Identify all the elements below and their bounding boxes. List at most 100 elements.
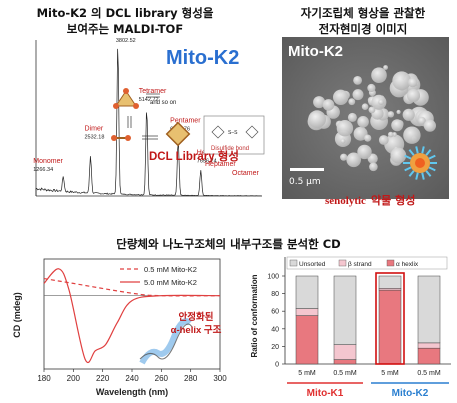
- nanoparticle: [308, 110, 326, 129]
- cd-series-5-0mM: [43, 268, 221, 364]
- bar-x-label: 5 mM: [381, 370, 399, 377]
- bar-segment-unsorted: [417, 275, 441, 344]
- peak-label-pentamer: Pentamer: [170, 118, 201, 125]
- legend-swatch-unsorted: [289, 259, 298, 267]
- nanoparticle-cluster: [307, 65, 436, 172]
- cartoon-ray: [421, 146, 425, 154]
- scale-bar-label: 0.5 μm: [289, 177, 321, 187]
- panel-c-caption: 단량체와 나노구조체의 내부구조를 분석한 CD: [116, 237, 341, 251]
- nanoparticle: [353, 76, 362, 85]
- nanoparticle: [391, 119, 404, 132]
- nanoparticle: [364, 134, 372, 142]
- cd-y-axis-label: CD (mdeg): [12, 292, 22, 338]
- bar-segment-unsorted: [378, 275, 402, 289]
- cd-legend-label-0: 0.5 mM Mito-K2: [144, 265, 197, 274]
- nanoparticle: [369, 162, 378, 172]
- nanoparticle: [352, 89, 364, 101]
- peak-mz-dimer: 2532.18: [85, 135, 105, 141]
- nanoparticle: [357, 116, 369, 128]
- cartoon-ray: [408, 149, 415, 156]
- bar-segment-unsorted: [295, 275, 319, 309]
- nanoparticle: [388, 131, 394, 138]
- peak-mz-tetramer: 5142.72: [139, 97, 159, 103]
- bar-segment-alpha: [295, 315, 319, 365]
- helix-annotation-line2: α-helix 구조: [171, 325, 222, 336]
- and-so-on-label: and so on: [150, 100, 176, 106]
- cartoon-ray: [428, 166, 436, 172]
- tem-image: Mito-K2 0.5 μm: [282, 37, 449, 199]
- helix-annotation-line1: 안정화된: [179, 311, 214, 323]
- cd-x-tick-label: 300: [213, 374, 227, 383]
- senolytic-banner: senolytic 약물 형성: [325, 189, 415, 208]
- cartoon-ray: [404, 166, 412, 172]
- cartoon-ray: [425, 170, 432, 177]
- cd-x-tick-label: 220: [96, 374, 110, 383]
- cd-legend: 0.5 mM Mito-K2 5.0 mM Mito-K2: [120, 265, 197, 287]
- nanoparticle: [346, 152, 361, 168]
- nanoparticle: [313, 96, 326, 109]
- peak-mz-monomer: 1266.34: [33, 167, 53, 173]
- peak-mz-trimer: 3802.52: [116, 38, 136, 44]
- bar-y-tick-label: 100: [267, 274, 279, 281]
- peak-label-octamer: Octamer: [232, 170, 260, 177]
- peak-label-heptamer: Heptamer: [205, 161, 236, 168]
- tetramer-cartoon: [165, 121, 191, 147]
- cartoon-ray: [408, 170, 415, 177]
- nanoparticle: [357, 144, 372, 160]
- nanoparticle: [378, 99, 384, 105]
- cartoon-ray: [425, 149, 432, 156]
- dcl-library-banner: DCL Library 형성: [149, 149, 239, 163]
- group-label-mito-k2: Mito-K2: [392, 388, 429, 399]
- peak-label-monomer: Monomer: [33, 158, 63, 165]
- disulfide-inset: S–S Disulfide bond: [203, 115, 265, 155]
- peak-label-dimer: Dimer: [85, 126, 104, 133]
- nanoparticle: [387, 111, 395, 118]
- bar-segment-unsorted: [333, 275, 357, 345]
- cartoon-ray: [421, 172, 425, 180]
- nanoparticle: [322, 99, 335, 111]
- panel-b-caption-line1: 자기조립체 형상을 관찰한: [300, 6, 426, 20]
- cartoon-ray: [415, 172, 419, 180]
- cartoon-ray: [415, 146, 419, 154]
- bar-y-axis-label: Ratio of conformation: [250, 274, 259, 357]
- tem-title: Mito-K2: [288, 43, 343, 60]
- cd-legend-label-1: 5.0 mM Mito-K2: [144, 278, 197, 287]
- nanoparticle: [403, 126, 421, 144]
- nanoparticle: [340, 138, 346, 144]
- trimer-cartoon: [113, 88, 139, 109]
- brand-label: Mito-K2: [166, 47, 239, 69]
- spectrum-trace: [35, 48, 262, 197]
- bar-segment-alpha: [378, 289, 402, 365]
- cd-x-tick-label: 280: [184, 374, 198, 383]
- cd-x-tick-label: 180: [37, 374, 51, 383]
- cd-x-tick-label: 260: [155, 374, 169, 383]
- nanoparticle: [390, 147, 407, 164]
- nanoparticle: [408, 77, 418, 88]
- bar-y-tick-label: 40: [271, 326, 279, 333]
- nanoparticle: [418, 116, 426, 125]
- nanoparticle-cartoon: [403, 146, 437, 180]
- bar-segment-beta: [333, 344, 357, 360]
- cd-spectrum-chart: 180 200 220 240 260 280 300 CD (mdeg) Waveleng…: [12, 258, 227, 397]
- nanoparticle: [361, 103, 369, 110]
- panel-a-caption-line2: 보여주는 MALDI-TOF: [66, 22, 184, 36]
- legend-label-alpha: α hexlix: [396, 261, 419, 268]
- nanoparticle: [406, 88, 421, 103]
- bar-x-label: 0.5 mM: [333, 370, 357, 377]
- legend-swatch-alpha: [386, 259, 395, 267]
- nanoparticle: [383, 65, 388, 70]
- nanoparticle: [371, 67, 387, 83]
- bar-y-tick-label: 20: [271, 344, 279, 351]
- conformation-bar-chart: Ratio of conformation 0 20 40 60 80 100 Unsor…: [250, 256, 451, 399]
- nanoparticle: [396, 109, 401, 115]
- legend-swatch-beta: [338, 259, 347, 267]
- bar-x-label: 0.5 mM: [417, 370, 441, 377]
- bar-legend: Unsorted β strand α hexlix: [286, 256, 448, 270]
- peak-mz-hexamer: 7656.74: [197, 159, 217, 165]
- bar-x-label: 5 mM: [298, 370, 316, 377]
- senolytic-label: senolytic: [325, 195, 366, 207]
- maldi-tof-spectrum: Monomer1266.34Dimer2532.18Trimer3802.52T…: [33, 38, 265, 197]
- highlight-box: [375, 272, 405, 365]
- panel-a-caption-line1: Mito-K2 의 DCL library 형성을: [36, 6, 214, 20]
- equilibrium-arrows: [127, 93, 160, 140]
